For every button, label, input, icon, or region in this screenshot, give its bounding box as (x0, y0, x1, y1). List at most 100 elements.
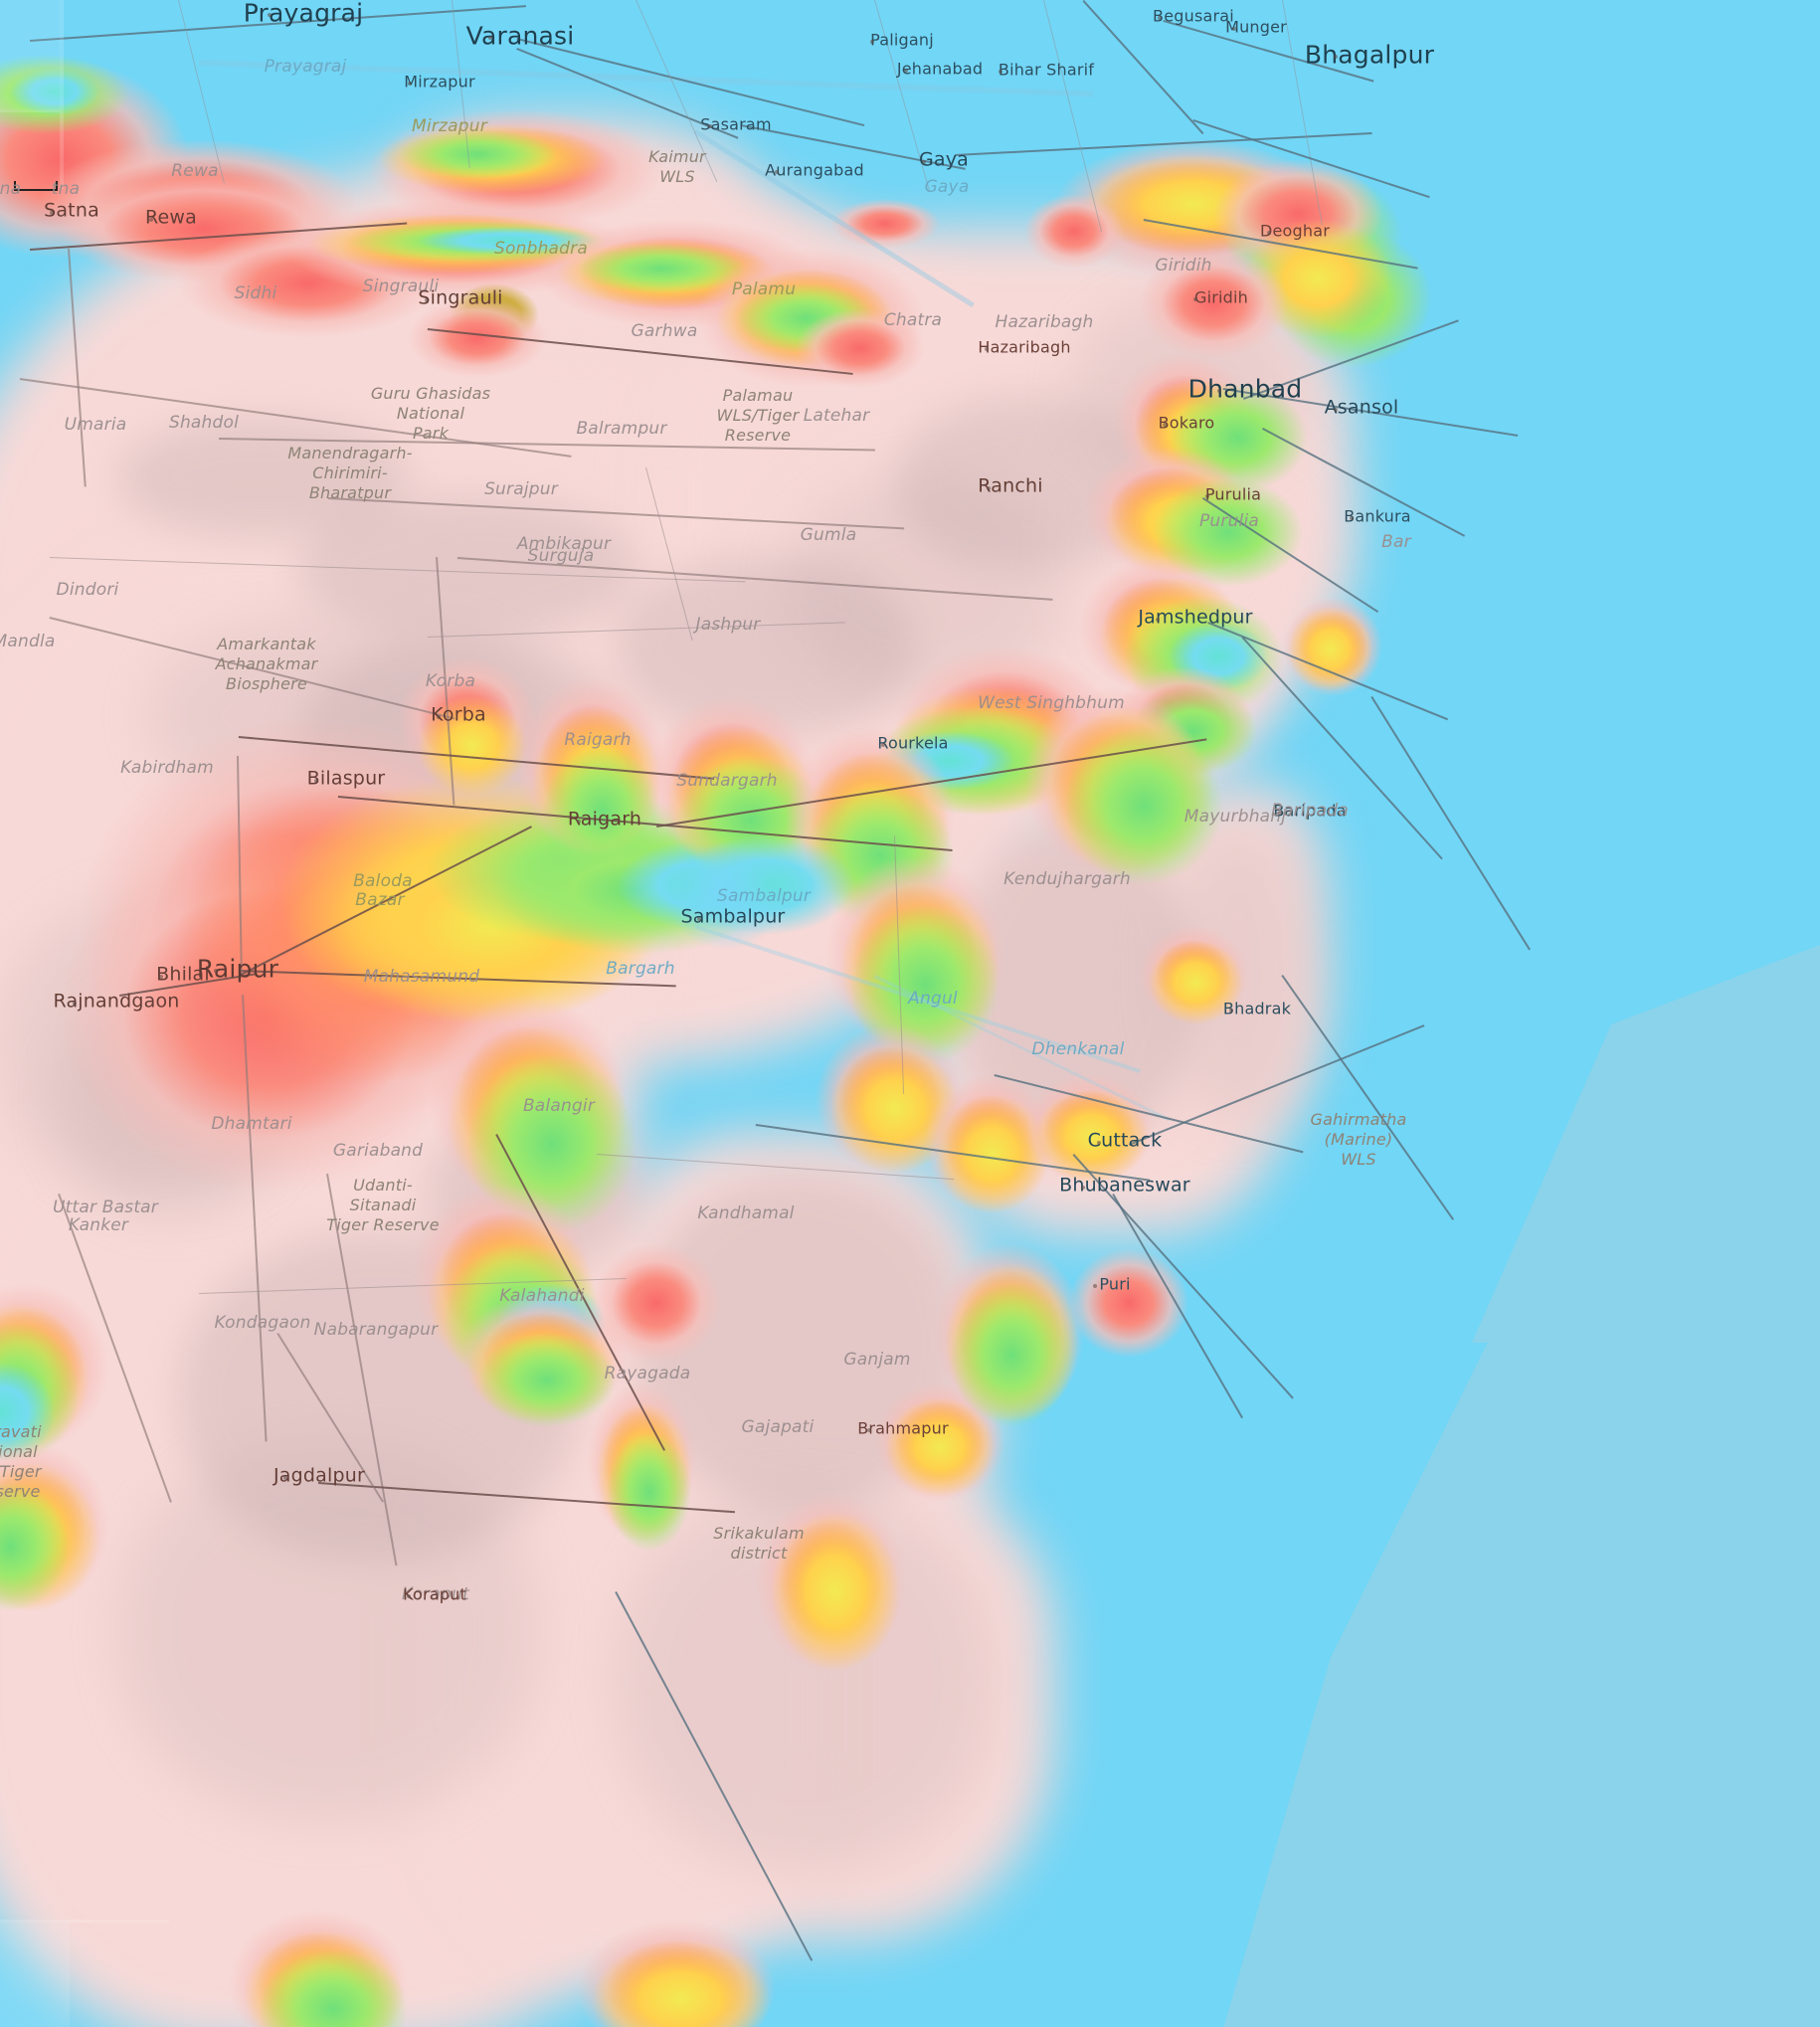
city-label[interactable]: Koraput (403, 1584, 466, 1604)
city-marker-dot (1267, 231, 1271, 235)
city-label[interactable]: Gaya (918, 148, 970, 171)
district-label: Sonbhadra (494, 238, 588, 259)
city-marker-dot (987, 486, 991, 490)
city-label[interactable]: Puri (1099, 1274, 1131, 1294)
district-label: Mandla (0, 631, 56, 651)
district-label: Korba (425, 670, 476, 691)
district-label: Singrauli (362, 276, 440, 296)
city-label[interactable]: Sasaram (700, 114, 772, 134)
elevation-band-red (1069, 1248, 1188, 1358)
tile-seam (0, 1920, 169, 1923)
city-label[interactable]: Deoghar (1259, 221, 1331, 241)
city-label[interactable]: Munger (1225, 17, 1287, 37)
city-label[interactable]: Ranchi (978, 474, 1043, 497)
city-marker-dot (867, 1428, 871, 1432)
city-marker-dot (1334, 408, 1338, 412)
protected-area-label: Manendragarh- Chirimiri- Bharatpur (287, 444, 413, 502)
city-marker-dot (1232, 27, 1236, 31)
city-marker-dot (922, 160, 926, 164)
district-label: Balrampur (576, 418, 667, 439)
city-marker-dot (1217, 389, 1221, 393)
district-label: Umaria (64, 414, 127, 435)
city-label[interactable]: Bhadrak (1222, 999, 1292, 1018)
scale-bar-line (14, 189, 58, 191)
scale-bar-tick-right (56, 181, 58, 190)
edge-clipped-label: tna (0, 178, 22, 199)
district-label: Kalahandi (499, 1285, 585, 1306)
scale-bar-tick-left (14, 181, 16, 190)
city-label[interactable]: Rourkela (877, 733, 949, 753)
city-label[interactable]: Satna (44, 199, 99, 222)
city-label[interactable]: Baripada (1273, 801, 1347, 821)
district-label: Dhenkanal (1031, 1038, 1125, 1059)
city-label[interactable]: Bihar Sharif (998, 60, 1095, 80)
city-marker-dot (283, 1476, 287, 1480)
city-label[interactable]: Asansol (1324, 396, 1399, 419)
city-marker-dot (708, 124, 712, 128)
city-label[interactable]: Jagdalpur (273, 1464, 366, 1487)
city-label[interactable]: Aurangabad (765, 160, 864, 180)
district-label: Gaya (924, 176, 970, 197)
city-label[interactable]: Hazaribagh (978, 337, 1071, 357)
district-label: Sambalpur (716, 885, 812, 906)
district-label: Kondagaon (214, 1312, 311, 1333)
city-label[interactable]: Purulia (1204, 484, 1262, 504)
elevation-band-red (1139, 249, 1288, 358)
city-marker-dot (870, 40, 874, 44)
city-marker-dot (214, 969, 218, 973)
protected-area-label: Srikakulam district (713, 1524, 805, 1563)
city-marker-dot (314, 779, 318, 783)
city-label[interactable]: Bhubaneswar (1059, 1174, 1190, 1197)
city-label[interactable]: Brahmapur (857, 1418, 949, 1438)
city-label[interactable]: Singrauli (418, 286, 503, 309)
city-marker-dot (999, 70, 1002, 74)
city-label[interactable]: Raigarh (567, 808, 642, 830)
city-marker-dot (697, 917, 701, 921)
city-label[interactable]: Bilaspur (306, 767, 386, 790)
district-label: Purulia (1198, 510, 1260, 531)
city-marker-dot (437, 715, 441, 719)
city-label[interactable]: Raipur (196, 954, 279, 984)
district-label: Jashpur (695, 614, 761, 635)
city-label[interactable]: Rewa (144, 206, 198, 229)
city-marker-dot (268, 13, 272, 17)
city-marker-dot (1156, 618, 1160, 622)
scale-bar (14, 181, 58, 191)
elevation-band-green (1064, 726, 1223, 885)
district-label: Gajapati (741, 1416, 815, 1437)
district-label: Rewa (171, 160, 219, 181)
city-marker-dot (149, 218, 153, 222)
city-label[interactable]: Rajnandgaon (53, 990, 180, 1013)
tile-seam (0, 109, 60, 112)
city-label[interactable]: Begusarai (1153, 6, 1234, 26)
city-label[interactable]: Bokaro (1158, 413, 1215, 433)
district-label: Surguja (527, 545, 595, 566)
city-label[interactable]: Jamshedpur (1138, 606, 1253, 629)
district-label: Ganjam (843, 1349, 911, 1370)
district-label: West Singhbhum (978, 692, 1125, 713)
city-label[interactable]: Paliganj (870, 30, 934, 50)
city-label[interactable]: Cuttack (1087, 1129, 1163, 1152)
city-label[interactable]: Bhagalpur (1304, 40, 1435, 70)
district-label: Dindori (56, 579, 119, 600)
elevation-band-yellow (1288, 607, 1372, 691)
city-label[interactable]: Bhilai (156, 963, 210, 986)
city-marker-dot (1158, 16, 1162, 20)
district-label: Koraput (402, 1583, 469, 1604)
city-label[interactable]: Bankura (1344, 506, 1411, 526)
district-label: Prayagraj (264, 56, 347, 77)
city-marker-dot (425, 298, 429, 302)
city-marker-dot (73, 1002, 77, 1006)
city-marker-dot (1097, 1141, 1101, 1145)
city-label[interactable]: Prayagraj (243, 0, 364, 28)
city-label[interactable]: Dhanbad (1187, 374, 1303, 404)
city-label[interactable]: Sambalpur (680, 905, 786, 928)
edge-clipped-label: tna (51, 178, 81, 199)
city-label[interactable]: Giridih (1193, 287, 1249, 307)
city-label[interactable]: Jehanabad (896, 59, 984, 79)
city-label[interactable]: Korba (431, 703, 486, 726)
city-label[interactable]: Varanasi (465, 21, 575, 51)
city-label[interactable]: Mirzapur (404, 72, 475, 92)
city-marker-dot (1229, 1009, 1233, 1013)
